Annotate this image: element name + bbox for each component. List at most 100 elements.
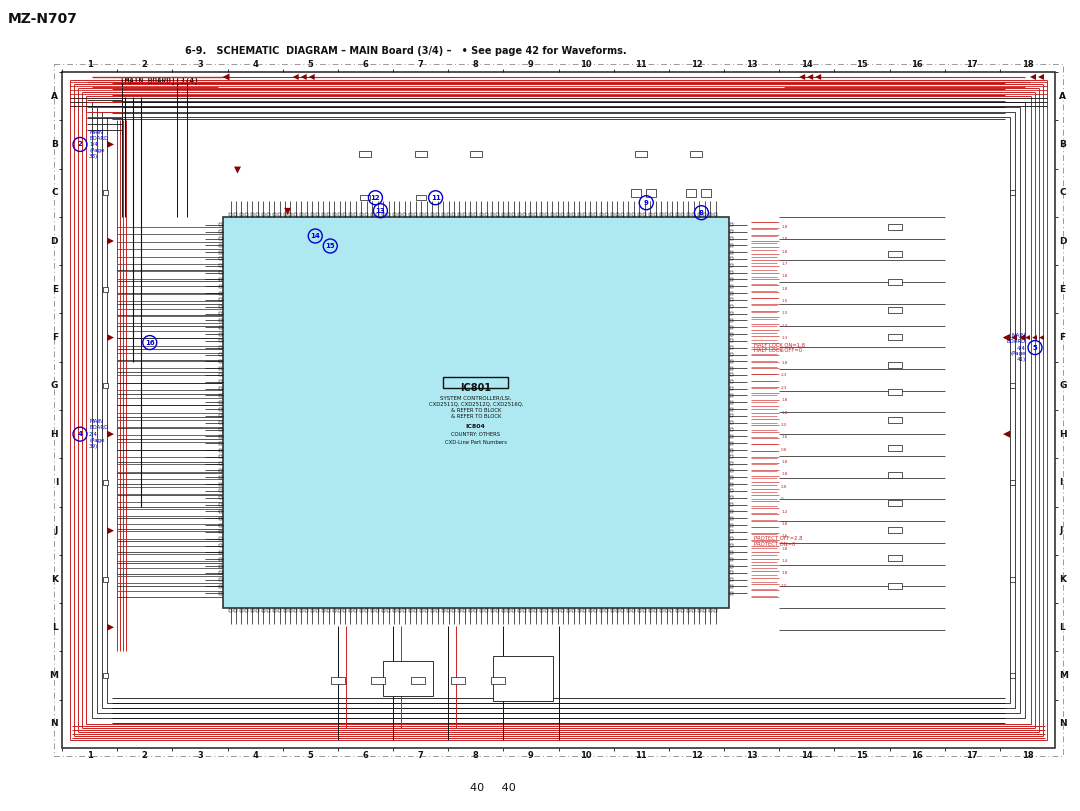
Bar (730, 435, 733, 438)
Bar (665, 212, 669, 216)
Bar (397, 609, 401, 612)
Bar (218, 353, 221, 356)
Bar (730, 428, 733, 431)
Text: D: D (1059, 237, 1067, 246)
Bar (730, 592, 733, 594)
Bar (103, 191, 108, 195)
Bar (730, 305, 733, 308)
Bar (730, 394, 733, 397)
Bar (218, 230, 221, 234)
Bar (730, 244, 733, 247)
Bar (300, 212, 302, 216)
Bar (218, 285, 221, 288)
Text: 17: 17 (967, 751, 978, 760)
Bar (605, 212, 608, 216)
Polygon shape (107, 624, 114, 631)
Bar (218, 401, 221, 404)
Bar (416, 195, 426, 200)
Text: 1.5: 1.5 (781, 311, 787, 315)
Text: 9: 9 (528, 60, 534, 69)
Bar (644, 212, 646, 216)
Bar (218, 394, 221, 397)
Bar (649, 609, 651, 612)
Bar (453, 609, 456, 612)
Bar (240, 609, 243, 612)
Bar (383, 661, 433, 696)
Text: N: N (1059, 719, 1067, 728)
Bar (103, 480, 108, 485)
Text: 14: 14 (310, 233, 320, 239)
Bar (218, 564, 221, 568)
Bar (545, 212, 549, 216)
Bar (730, 298, 733, 302)
Text: 17: 17 (967, 60, 978, 69)
Bar (671, 212, 674, 216)
Bar (1010, 480, 1014, 485)
Bar (730, 230, 733, 234)
Text: M: M (49, 671, 58, 680)
Bar (295, 212, 297, 216)
Text: C: C (1059, 188, 1066, 197)
Bar (501, 609, 504, 612)
Text: 1.8: 1.8 (781, 522, 787, 526)
Text: J: J (1059, 526, 1063, 535)
Bar (343, 609, 347, 612)
Bar (626, 609, 630, 612)
Text: 1.8: 1.8 (781, 460, 787, 464)
Bar (708, 212, 712, 216)
Bar (327, 609, 330, 612)
Bar (730, 558, 733, 560)
Bar (730, 319, 733, 322)
Text: 1.8: 1.8 (781, 410, 787, 414)
Bar (730, 223, 733, 226)
Bar (338, 609, 341, 612)
Text: 4: 4 (78, 431, 82, 437)
Bar (218, 319, 221, 322)
Bar (306, 609, 308, 612)
Text: 1.8: 1.8 (781, 398, 787, 402)
Bar (392, 609, 395, 612)
Bar (404, 212, 406, 216)
Bar (599, 212, 603, 216)
Text: 4: 4 (252, 751, 258, 760)
Bar (888, 334, 902, 341)
Bar (1010, 577, 1014, 581)
Text: 1.6: 1.6 (781, 534, 787, 539)
Text: 18: 18 (1022, 60, 1034, 69)
Text: 1.5: 1.5 (781, 299, 787, 303)
Bar (888, 500, 902, 506)
Text: PROTECT OFF=2.8
PROTECT ON=0: PROTECT OFF=2.8 PROTECT ON=0 (754, 536, 802, 547)
Text: J: J (55, 526, 58, 535)
Bar (415, 609, 417, 612)
Text: L: L (52, 623, 58, 632)
Bar (490, 677, 504, 684)
Polygon shape (1030, 74, 1036, 80)
Bar (365, 212, 368, 216)
Bar (322, 212, 325, 216)
Bar (261, 212, 265, 216)
Bar (714, 609, 717, 612)
Bar (245, 609, 248, 612)
Bar (330, 677, 345, 684)
Text: SYSTEM CONTROLLER/LSI,: SYSTEM CONTROLLER/LSI, (440, 396, 512, 401)
Text: 16: 16 (145, 340, 154, 345)
Bar (343, 212, 347, 216)
Bar (524, 609, 526, 612)
Bar (540, 609, 542, 612)
Bar (730, 339, 733, 342)
Polygon shape (222, 74, 229, 80)
Bar (240, 212, 243, 216)
Bar (730, 544, 733, 547)
Polygon shape (1020, 335, 1025, 341)
Bar (316, 609, 320, 612)
Bar (578, 609, 581, 612)
Bar (485, 212, 488, 216)
Bar (632, 609, 635, 612)
Bar (610, 609, 613, 612)
Bar (631, 189, 642, 197)
Bar (267, 212, 270, 216)
Bar (626, 212, 630, 216)
Bar (490, 609, 494, 612)
Bar (535, 609, 537, 612)
Bar (272, 212, 275, 216)
